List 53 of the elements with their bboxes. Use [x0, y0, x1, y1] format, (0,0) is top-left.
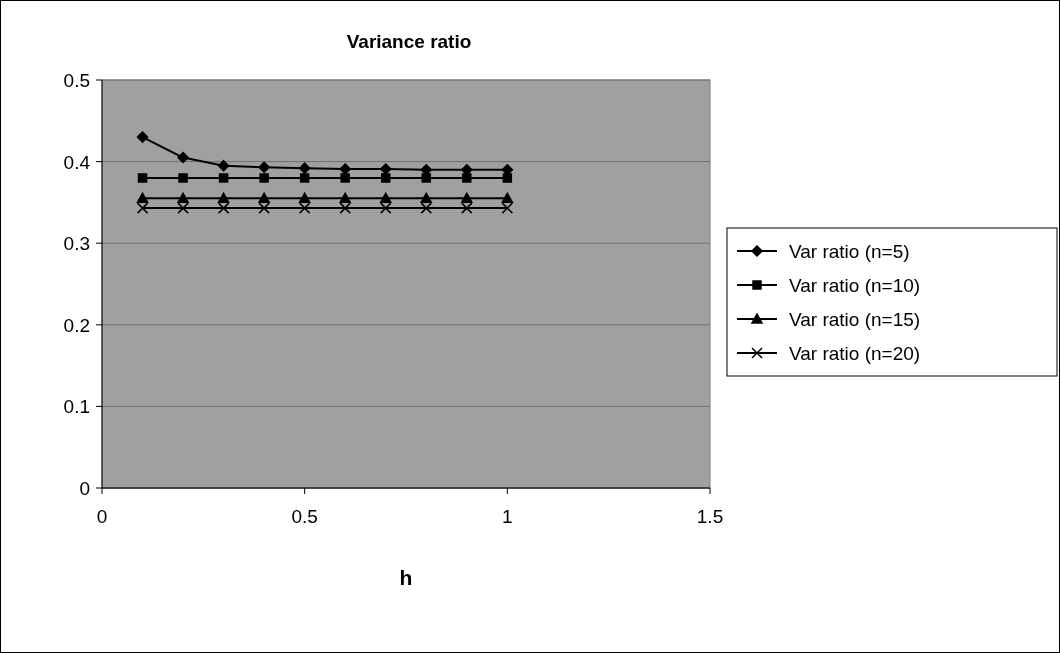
- point: [259, 173, 269, 183]
- x-tick-label: 0: [96, 506, 108, 527]
- point: [136, 202, 149, 214]
- point: [339, 192, 351, 204]
- point: [420, 202, 433, 214]
- x-tick-label: 1.5: [696, 506, 724, 527]
- point: [379, 163, 392, 175]
- point: [298, 192, 311, 204]
- point: [502, 173, 513, 183]
- legend-label: Var ratio (n=15): [789, 309, 921, 330]
- point: [258, 192, 270, 204]
- chart-title: Variance ratio: [346, 31, 472, 52]
- y-tick-label: 0: [79, 478, 90, 499]
- point: [217, 192, 230, 204]
- point: [217, 202, 230, 214]
- y-tick-label: 0.1: [63, 396, 90, 418]
- point: [218, 173, 229, 183]
- legend-label: Var ratio (n=10): [789, 275, 921, 296]
- y-tick-label: 0.4: [63, 151, 91, 173]
- point: [298, 162, 311, 174]
- x-tick-label: 1: [502, 506, 513, 527]
- x-tick-label: 0.5: [291, 506, 318, 527]
- point: [258, 161, 270, 174]
- point: [177, 202, 189, 214]
- point: [217, 159, 230, 172]
- point: [258, 202, 270, 214]
- point: [136, 131, 149, 143]
- point: [501, 192, 514, 204]
- point: [339, 202, 351, 214]
- point: [137, 173, 148, 183]
- point: [339, 163, 351, 175]
- x-axis-title: h: [399, 566, 413, 589]
- y-tick-label: 0.2: [63, 314, 90, 336]
- point: [461, 192, 473, 204]
- legend-label: Var ratio (n=20): [789, 343, 921, 364]
- point: [178, 173, 188, 183]
- y-tick-label: 0.5: [63, 70, 90, 91]
- legend-label: Var ratio (n=5): [789, 241, 910, 262]
- point: [380, 173, 391, 183]
- point: [177, 192, 189, 204]
- point: [299, 173, 310, 183]
- point: [177, 151, 189, 164]
- point: [420, 192, 433, 204]
- point: [501, 202, 514, 214]
- point: [421, 173, 432, 183]
- point: [379, 192, 392, 204]
- y-tick-label: 0.3: [63, 233, 90, 255]
- point: [461, 202, 473, 214]
- point: [379, 202, 392, 214]
- point: [136, 192, 149, 204]
- point: [340, 173, 350, 183]
- point: [298, 202, 311, 214]
- point: [462, 173, 472, 183]
